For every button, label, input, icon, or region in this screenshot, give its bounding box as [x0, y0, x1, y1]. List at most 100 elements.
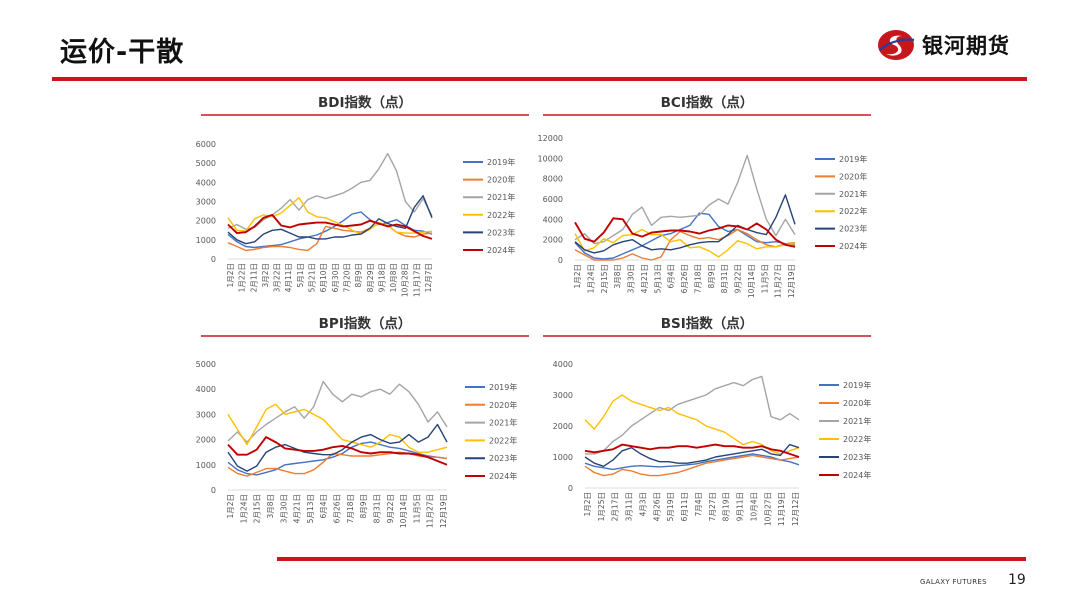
series-line-2022年 [227, 196, 433, 235]
y-tick-label: 2000 [196, 436, 216, 445]
x-tick-label: 8月31日 [372, 494, 381, 523]
x-tick-label: 8月31日 [720, 264, 729, 293]
series-line-2020年 [584, 454, 800, 477]
x-tick-label: 3月30日 [279, 494, 288, 523]
x-tick-label: 5月13日 [306, 494, 315, 523]
x-tick-label: 9月11日 [736, 492, 745, 521]
x-tick-label: 11月19日 [777, 492, 786, 526]
chart-title: BPI指数（点） [319, 315, 412, 332]
legend-label: 2022年 [489, 435, 517, 445]
chart-bci: BCI指数（点） 0 2000 4000 6000 8000 10000 12000 1月2日 1… [537, 88, 877, 298]
y-tick-label: 3000 [196, 198, 216, 207]
x-tick-label: 1月2日 [573, 264, 582, 289]
x-tick-label: 6月10日 [319, 263, 328, 292]
x-tick-label: 6月30日 [331, 263, 340, 292]
x-tick-label: 1月2日 [583, 492, 592, 517]
y-tick-label: 2000 [553, 422, 573, 431]
x-tick-label: 6月11日 [680, 492, 689, 521]
y-tick-label: 5000 [196, 360, 216, 369]
x-tick-label: 10月27日 [763, 492, 772, 526]
y-tick-label: 4000 [553, 360, 573, 369]
legend-label: 2024年 [843, 470, 871, 480]
x-tick-label: 11月17日 [412, 263, 421, 297]
series-line-2024年 [227, 436, 448, 466]
legend-label: 2023年 [843, 452, 871, 462]
chart-title: BCI指数（点） [661, 94, 754, 111]
chart-bpi: BPI指数（点） 0 1000 2000 3000 4000 5000 1月2日 1月24日 2月… [195, 309, 535, 528]
chart-bsi: BSI指数（点） 0 1000 2000 3000 4000 1月2日 1月25日 2月17日 3… [537, 309, 877, 526]
y-tick-label: 0 [211, 255, 216, 264]
x-tick-label: 4月3日 [638, 492, 647, 517]
x-tick-label: 7月20日 [342, 263, 351, 292]
x-tick-label: 5月13日 [653, 264, 662, 293]
series-line-2021年 [227, 380, 448, 443]
chart-bdi: BDI指数（点） 0 1000 2000 3000 4000 5000 6000 1月2日 1月2… [195, 88, 535, 298]
y-tick-label: 1000 [196, 236, 216, 245]
series-line-2019年 [584, 453, 800, 471]
series-line-2023年 [227, 423, 448, 472]
y-tick-label: 5000 [196, 159, 216, 168]
x-tick-label: 12月19日 [439, 494, 448, 528]
x-tick-label: 10月14日 [399, 494, 408, 528]
x-tick-label: 11月27日 [774, 264, 783, 298]
x-tick-label: 8月9日 [707, 264, 716, 289]
x-tick-label: 3月8日 [613, 264, 622, 289]
legend-label: 2019年 [489, 382, 517, 392]
x-tick-label: 12月7日 [424, 263, 433, 292]
x-tick-label: 4月26日 [652, 492, 661, 521]
series-line-2024年 [227, 213, 433, 240]
x-tick-label: 7月27日 [708, 492, 717, 521]
x-tick-label: 3月11日 [625, 492, 634, 521]
legend-label: 2020年 [489, 400, 517, 410]
y-tick-label: 2000 [196, 217, 216, 226]
x-tick-label: 1月22日 [238, 263, 247, 292]
legend-label: 2021年 [489, 418, 517, 428]
x-tick-label: 3月8日 [266, 494, 275, 519]
x-tick-label: 5月21日 [308, 263, 317, 292]
header-divider [52, 77, 1027, 81]
legend-label: 2022年 [839, 206, 867, 216]
legend-label: 2023年 [487, 227, 515, 237]
x-tick-label: 5月1日 [296, 263, 305, 288]
footer-brand: GALAXY FUTURES [920, 578, 987, 586]
y-tick-label: 4000 [196, 178, 216, 187]
x-tick-label: 3月30日 [627, 264, 636, 293]
x-tick-label: 6月4日 [667, 264, 676, 289]
company-logo: 银河期货 [876, 28, 1010, 62]
x-tick-label: 2月11日 [249, 263, 258, 292]
x-tick-label: 10月4日 [749, 492, 758, 521]
legend-label: 2022年 [487, 210, 515, 220]
x-tick-label: 9月22日 [734, 264, 743, 293]
logo-text: 银河期货 [922, 34, 1010, 58]
series-line-2021年 [227, 152, 433, 231]
legend-label: 2021年 [487, 192, 515, 202]
y-tick-label: 2000 [543, 236, 563, 245]
x-tick-label: 10月8日 [389, 263, 398, 292]
x-tick-label: 2月15日 [600, 264, 609, 293]
x-tick-label: 6月4日 [319, 494, 328, 519]
x-tick-label: 10月28日 [401, 263, 410, 297]
legend-label: 2023年 [489, 453, 517, 463]
x-tick-label: 6月26日 [333, 494, 342, 523]
x-tick-label: 11月5日 [412, 494, 421, 523]
x-tick-label: 9月22日 [386, 494, 395, 523]
legend-label: 2019年 [839, 154, 867, 164]
legend-label: 2020年 [839, 171, 867, 181]
y-tick-label: 8000 [543, 175, 563, 184]
x-tick-label: 5月19日 [666, 492, 675, 521]
x-tick-label: 3月22日 [273, 263, 282, 292]
y-tick-label: 3000 [196, 410, 216, 419]
y-tick-label: 0 [568, 484, 573, 493]
series-line-2021年 [574, 154, 796, 245]
series-line-2020年 [574, 228, 796, 261]
legend-label: 2024年 [489, 471, 517, 481]
legend-label: 2021年 [839, 189, 867, 199]
x-tick-label: 4月21日 [640, 264, 649, 293]
series-line-2022年 [227, 403, 448, 453]
y-tick-label: 6000 [543, 195, 563, 204]
series-line-2024年 [574, 217, 796, 248]
page-title: 运价-干散 [60, 37, 185, 68]
y-tick-label: 1000 [553, 453, 573, 462]
x-tick-label: 12月12日 [791, 492, 800, 526]
x-tick-label: 7月18日 [693, 264, 702, 293]
